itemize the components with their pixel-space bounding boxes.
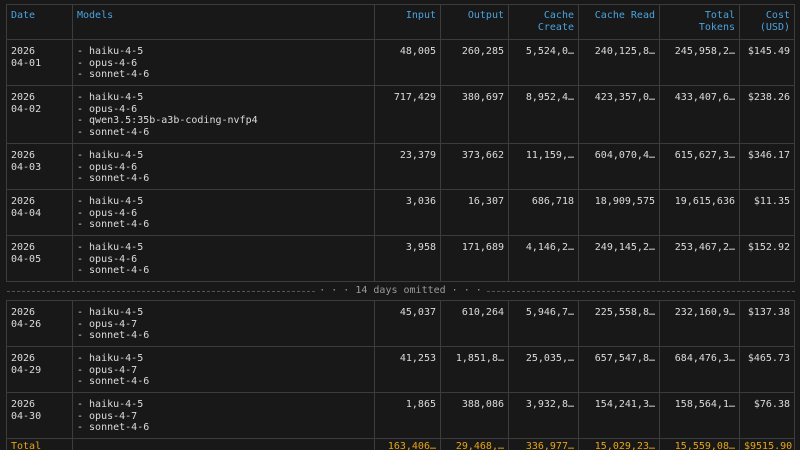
models-cell: - haiku-4-5- opus-4-7- sonnet-4-6 bbox=[72, 392, 375, 439]
omitted-label: · · · 14 days omitted · · · bbox=[315, 285, 486, 297]
usage-table: Date Models Input Output Cache Create Cac… bbox=[6, 4, 795, 450]
total-cache-read: 15,029,23… bbox=[578, 437, 660, 450]
input-cell: 23,379 bbox=[374, 143, 441, 190]
total-tokens: 15,559,08… bbox=[659, 437, 740, 450]
date-cell: 2026 04-29 bbox=[6, 346, 73, 393]
total-tokens-cell: 158,564,1… bbox=[659, 392, 740, 439]
output-cell: 16,307 bbox=[440, 189, 509, 236]
header-cost: Cost (USD) bbox=[739, 4, 795, 40]
date-cell: 2026 04-01 bbox=[6, 39, 73, 86]
cache-read-cell: 249,145,2… bbox=[578, 235, 660, 282]
header-models: Models bbox=[72, 4, 375, 40]
date-cell: 2026 04-26 bbox=[6, 300, 73, 347]
table-row: 2026 04-03 - haiku-4-5- opus-4-6- sonnet-… bbox=[6, 143, 795, 190]
cache-create-cell: 25,035,… bbox=[508, 346, 579, 393]
cost-cell: $238.26 bbox=[739, 85, 795, 144]
cache-create-cell: 5,524,0… bbox=[508, 39, 579, 86]
cache-read-cell: 604,070,4… bbox=[578, 143, 660, 190]
date-cell: 2026 04-04 bbox=[6, 189, 73, 236]
cache-create-cell: 11,159,… bbox=[508, 143, 579, 190]
date-cell: 2026 04-02 bbox=[6, 85, 73, 144]
input-cell: 717,429 bbox=[374, 85, 441, 144]
table-row: 2026 04-05 - haiku-4-5- opus-4-6- sonnet-… bbox=[6, 235, 795, 282]
models-cell: - haiku-4-5- opus-4-7- sonnet-4-6 bbox=[72, 346, 375, 393]
table-row: 2026 04-29 - haiku-4-5- opus-4-7- sonnet-… bbox=[6, 346, 795, 393]
cost-cell: $11.35 bbox=[739, 189, 795, 236]
total-tokens-cell: 684,476,3… bbox=[659, 346, 740, 393]
total-tokens-cell: 245,958,2… bbox=[659, 39, 740, 86]
output-cell: 260,285 bbox=[440, 39, 509, 86]
total-tokens-cell: 19,615,636 bbox=[659, 189, 740, 236]
table-row: 2026 04-01 - haiku-4-5- opus-4-6- sonnet-… bbox=[6, 39, 795, 86]
cache-create-cell: 3,932,8… bbox=[508, 392, 579, 439]
table-row: 2026 04-26 - haiku-4-5- opus-4-7- sonnet-… bbox=[6, 300, 795, 347]
cost-cell: $137.38 bbox=[739, 300, 795, 347]
output-cell: 380,697 bbox=[440, 85, 509, 144]
header-total-tokens: Total Tokens bbox=[659, 4, 740, 40]
cost-cell: $346.17 bbox=[739, 143, 795, 190]
cache-read-cell: 225,558,8… bbox=[578, 300, 660, 347]
output-cell: 610,264 bbox=[440, 300, 509, 347]
total-tokens-cell: 232,160,9… bbox=[659, 300, 740, 347]
cost-cell: $152.92 bbox=[739, 235, 795, 282]
header-cache-read: Cache Read bbox=[578, 4, 660, 40]
models-cell: - haiku-4-5- opus-4-6- sonnet-4-6 bbox=[72, 143, 375, 190]
models-cell: - haiku-4-5- opus-4-6- qwen3.5:35b-a3b-c… bbox=[72, 85, 375, 144]
cache-read-cell: 657,547,8… bbox=[578, 346, 660, 393]
header-output: Output bbox=[440, 4, 509, 40]
total-cost: $9515.90 bbox=[739, 437, 795, 450]
total-cache-create: 336,977… bbox=[508, 437, 579, 450]
date-cell: 2026 04-03 bbox=[6, 143, 73, 190]
total-tokens-cell: 615,627,3… bbox=[659, 143, 740, 190]
date-cell: 2026 04-30 bbox=[6, 392, 73, 439]
table-row: 2026 04-04 - haiku-4-5- opus-4-6- sonnet-… bbox=[6, 189, 795, 236]
total-input: 163,406… bbox=[374, 437, 441, 450]
cache-read-cell: 154,241,3… bbox=[578, 392, 660, 439]
table-row: 2026 04-02 - haiku-4-5- opus-4-6- qwen3.5… bbox=[6, 85, 795, 144]
date-cell: 2026 04-05 bbox=[6, 235, 73, 282]
header-cache-create: Cache Create bbox=[508, 4, 579, 40]
total-output: 29,468,… bbox=[440, 437, 509, 450]
cost-cell: $76.38 bbox=[739, 392, 795, 439]
cost-cell: $145.49 bbox=[739, 39, 795, 86]
models-cell: - haiku-4-5- opus-4-6- sonnet-4-6 bbox=[72, 39, 375, 86]
cost-cell: $465.73 bbox=[739, 346, 795, 393]
total-models-cell bbox=[72, 437, 375, 450]
input-cell: 48,005 bbox=[374, 39, 441, 86]
header-row: Date Models Input Output Cache Create Cac… bbox=[6, 4, 795, 40]
models-cell: - haiku-4-5- opus-4-7- sonnet-4-6 bbox=[72, 300, 375, 347]
input-cell: 45,037 bbox=[374, 300, 441, 347]
cache-create-cell: 686,718 bbox=[508, 189, 579, 236]
cache-create-cell: 5,946,7… bbox=[508, 300, 579, 347]
output-cell: 171,689 bbox=[440, 235, 509, 282]
cache-read-cell: 423,357,0… bbox=[578, 85, 660, 144]
table-row: 2026 04-30 - haiku-4-5- opus-4-7- sonnet-… bbox=[6, 392, 795, 439]
total-tokens-cell: 253,467,2… bbox=[659, 235, 740, 282]
input-cell: 3,958 bbox=[374, 235, 441, 282]
total-tokens-cell: 433,407,6… bbox=[659, 85, 740, 144]
omitted-separator: · · · 14 days omitted · · · bbox=[6, 281, 795, 301]
input-cell: 41,253 bbox=[374, 346, 441, 393]
omitted-separator-row: · · · 14 days omitted · · · bbox=[6, 281, 795, 301]
output-cell: 1,851,8… bbox=[440, 346, 509, 393]
total-row: Total 163,406… 29,468,… 336,977… 15,029,… bbox=[6, 437, 795, 450]
input-cell: 1,865 bbox=[374, 392, 441, 439]
header-input: Input bbox=[374, 4, 441, 40]
header-date: Date bbox=[6, 4, 73, 40]
cache-read-cell: 18,909,575 bbox=[578, 189, 660, 236]
cache-create-cell: 4,146,2… bbox=[508, 235, 579, 282]
cache-read-cell: 240,125,8… bbox=[578, 39, 660, 86]
models-cell: - haiku-4-5- opus-4-6- sonnet-4-6 bbox=[72, 189, 375, 236]
models-cell: - haiku-4-5- opus-4-6- sonnet-4-6 bbox=[72, 235, 375, 282]
total-label: Total bbox=[6, 437, 73, 450]
cache-create-cell: 8,952,4… bbox=[508, 85, 579, 144]
output-cell: 373,662 bbox=[440, 143, 509, 190]
input-cell: 3,036 bbox=[374, 189, 441, 236]
output-cell: 388,086 bbox=[440, 392, 509, 439]
